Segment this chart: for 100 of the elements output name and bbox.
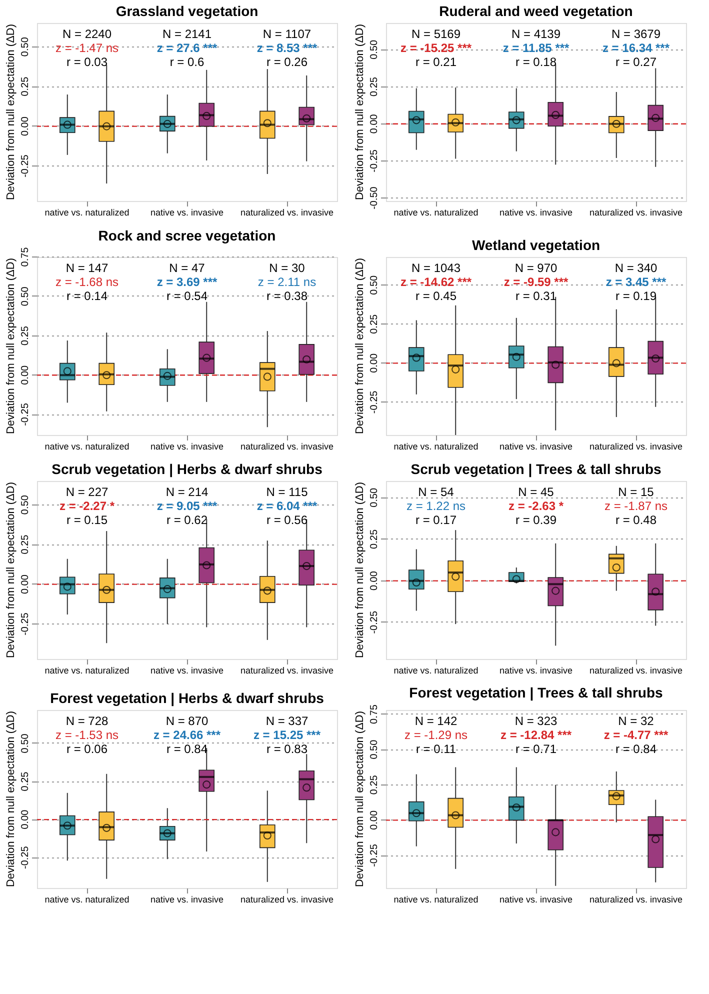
annotation: z = -9.59 ***	[504, 275, 569, 289]
x-tick-label: naturalized vs. invasive	[589, 666, 683, 676]
annotation: N = 340	[614, 261, 658, 275]
y-tick-label: 0.25	[20, 76, 31, 96]
y-tick-label: 0.25	[20, 534, 31, 554]
annotation: r = 0.71	[515, 742, 557, 756]
x-tick-label: native vs. invasive	[499, 442, 573, 452]
y-tick-label: 0.50	[369, 487, 380, 508]
x-tick-label: naturalized vs. invasive	[589, 208, 683, 218]
annotation: z = 8.53 ***	[256, 41, 318, 55]
annotation: N = 323	[514, 714, 558, 728]
x-tick-label: native vs. naturalized	[394, 208, 478, 218]
y-axis-title: Deviation from null expectation (ΔD)	[5, 24, 17, 200]
y-tick-label: -0.25	[20, 846, 31, 869]
annotation: r = 0.15	[66, 513, 108, 527]
annotation: z = -1.87 ns	[604, 499, 668, 513]
y-tick-label: 0.75	[369, 704, 380, 724]
annotation: r = 0.56	[266, 513, 308, 527]
y-tick-label: 0.50	[20, 733, 31, 754]
y-tick-label: 0.50	[369, 40, 380, 60]
x-tick-label: native vs. invasive	[150, 208, 224, 218]
y-tick-label: 0.25	[369, 76, 380, 97]
annotation: z = -14.62 ***	[400, 275, 472, 289]
annotation: z = -12.84 ***	[500, 728, 572, 742]
x-tick-label: naturalized vs. invasive	[240, 894, 334, 904]
y-tick-label: 0.50	[369, 274, 380, 295]
annotation: N = 32	[618, 714, 654, 728]
annotation: N = 54	[418, 485, 454, 499]
annotation: N = 115	[266, 485, 308, 499]
annotation: z = -2.63 *	[508, 499, 564, 513]
y-axis-title: Deviation from null expectation (ΔD)	[354, 24, 366, 200]
annotation: N = 5169	[411, 27, 461, 41]
annotation: N = 728	[66, 714, 108, 728]
annotation: r = 0.45	[415, 289, 457, 303]
annotation: z = 15.25 ***	[253, 728, 321, 742]
y-tick-label: -0.25	[369, 149, 380, 172]
y-axis-title: Deviation from null expectation (ΔD)	[354, 482, 366, 658]
y-tick-label: 0.00	[369, 353, 380, 373]
y-tick-label: -0.50	[369, 186, 380, 210]
y-tick-label: 0.00	[20, 116, 31, 136]
x-tick-label: native vs. invasive	[499, 894, 573, 904]
annotation: N = 970	[514, 261, 558, 275]
x-tick-label: native vs. invasive	[150, 666, 224, 676]
y-tick-label: 0.00	[369, 114, 380, 134]
y-tick-label: -0.25	[20, 612, 31, 636]
annotation: z = -15.25 ***	[400, 41, 472, 55]
y-tick-label: 0.00	[20, 809, 31, 830]
annotation: N = 147	[66, 261, 108, 275]
y-tick-label: 0.75	[20, 246, 31, 267]
chart-title: Grassland vegetation	[116, 3, 258, 19]
annotation: z = -4.77 ***	[604, 728, 669, 742]
annotation: z = 1.22 ns	[406, 499, 466, 513]
annotation: z = 24.66 ***	[153, 728, 221, 742]
x-tick-label: naturalized vs. invasive	[240, 442, 334, 452]
annotation: N = 3679	[611, 27, 661, 41]
x-tick-label: native vs. invasive	[150, 894, 224, 904]
annotation: r = 0.21	[415, 55, 457, 69]
annotation: z = -1.47 ns	[55, 41, 119, 55]
annotation: z = 11.85 ***	[502, 41, 570, 55]
chart-title: Forest vegetation | Trees & tall shrubs	[409, 684, 664, 702]
annotation: r = 0.62	[166, 513, 208, 527]
annotation: z = -2.27 *	[59, 499, 115, 513]
chart-title: Forest vegetation | Herbs & dwarf shrubs	[50, 690, 324, 707]
annotation: z = 3.69 ***	[156, 275, 218, 289]
annotation: r = 0.18	[515, 55, 557, 69]
annotation: r = 0.17	[415, 513, 457, 527]
annotation: r = 0.84	[166, 742, 208, 756]
annotation: r = 0.38	[266, 289, 308, 303]
annotation: r = 0.83	[266, 742, 308, 756]
y-tick-label: -0.25	[369, 610, 380, 634]
annotation: r = 0.14	[66, 289, 108, 303]
chart-title: Wetland vegetation	[472, 237, 600, 253]
annotation: z = -1.68 ns	[55, 275, 119, 289]
y-tick-label: -0.25	[20, 154, 31, 178]
annotation: r = 0.27	[615, 55, 657, 69]
annotation: z = 2.11 ns	[258, 275, 316, 289]
x-tick-label: naturalized vs. invasive	[240, 666, 334, 676]
y-tick-label: 0.00	[369, 810, 380, 830]
chart-title: Scrub vegetation | Herbs & dwarf shrubs	[52, 461, 323, 478]
annotation: N = 4139	[511, 27, 561, 41]
x-tick-label: naturalized vs. invasive	[589, 442, 683, 452]
annotation: r = 0.03	[66, 55, 108, 69]
chart-title: Rock and scree vegetation	[98, 227, 276, 244]
y-tick-label: 0.50	[20, 36, 31, 57]
y-tick-label: 0.00	[20, 574, 31, 594]
x-tick-label: native vs. naturalized	[44, 442, 130, 452]
y-tick-label: -0.25	[369, 844, 380, 867]
y-axis-title: Deviation from null expectation (ΔD)	[354, 258, 366, 434]
annotation: r = 0.6	[170, 55, 204, 69]
y-tick-label: 0.00	[369, 570, 380, 591]
x-tick-label: naturalized vs. invasive	[589, 894, 683, 904]
annotation: r = 0.11	[416, 742, 456, 756]
annotation: N = 337	[266, 714, 308, 728]
annotation: N = 30	[269, 261, 306, 275]
annotation: z = 3.45 ***	[606, 275, 667, 289]
x-tick-label: native vs. naturalized	[394, 666, 478, 676]
y-tick-label: 0.25	[369, 314, 380, 334]
annotation: N = 1107	[262, 27, 312, 41]
annotation: N = 2141	[162, 27, 212, 41]
annotation: N = 2240	[62, 27, 112, 41]
